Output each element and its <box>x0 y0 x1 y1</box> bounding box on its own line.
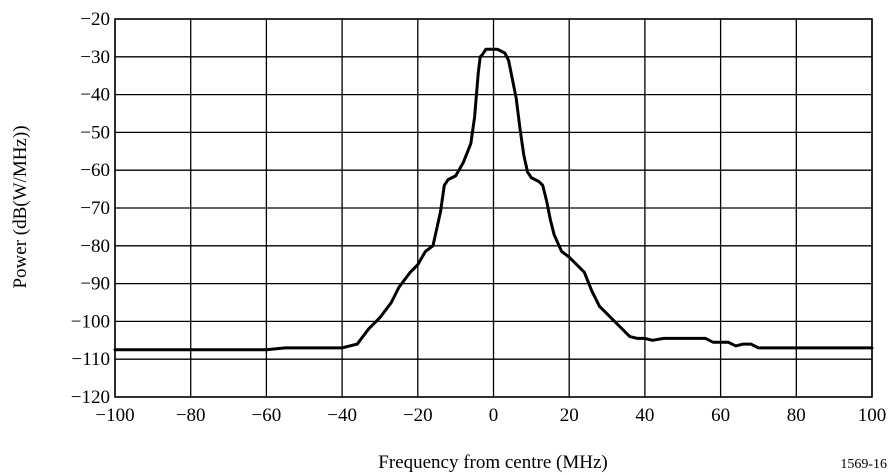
y-tick-label: −70 <box>80 198 110 219</box>
x-tick-label: −60 <box>252 405 282 426</box>
y-tick-label: −80 <box>80 236 110 257</box>
y-tick-label: −50 <box>80 122 110 143</box>
x-tick-label: −40 <box>327 405 357 426</box>
y-axis-title: Power (dB(W/MHz)) <box>10 125 31 288</box>
y-tick-label: −110 <box>71 349 110 370</box>
grid <box>114 18 873 398</box>
y-tick-label: −40 <box>80 85 110 106</box>
y-tick-label: −30 <box>80 47 110 68</box>
x-tick-label: 20 <box>560 405 579 426</box>
y-tick-label: −100 <box>71 311 110 332</box>
y-tick-label: −60 <box>80 160 110 181</box>
x-axis-ticks: −100 −80 −60 −40 −20 0 20 40 60 80 100 <box>95 405 886 426</box>
figure-id: 1569-16 <box>840 457 887 472</box>
x-tick-label: 40 <box>635 405 654 426</box>
y-tick-label: −120 <box>71 387 110 408</box>
x-tick-label: −100 <box>95 405 134 426</box>
y-tick-label: −20 <box>80 9 110 30</box>
x-tick-label: 0 <box>489 405 499 426</box>
x-tick-label: 60 <box>711 405 730 426</box>
x-tick-label: 80 <box>787 405 806 426</box>
x-tick-label: −20 <box>403 405 433 426</box>
x-tick-label: −80 <box>176 405 206 426</box>
series-line <box>113 47 874 352</box>
x-axis-title: Frequency from centre (MHz) <box>378 452 607 473</box>
x-tick-label: 100 <box>858 405 887 426</box>
y-tick-label: −90 <box>80 274 110 295</box>
y-axis-ticks: −20 −30 −40 −50 −60 −70 −80 −90 −100 −110 −120 <box>71 9 110 408</box>
plot-frame <box>114 18 873 398</box>
